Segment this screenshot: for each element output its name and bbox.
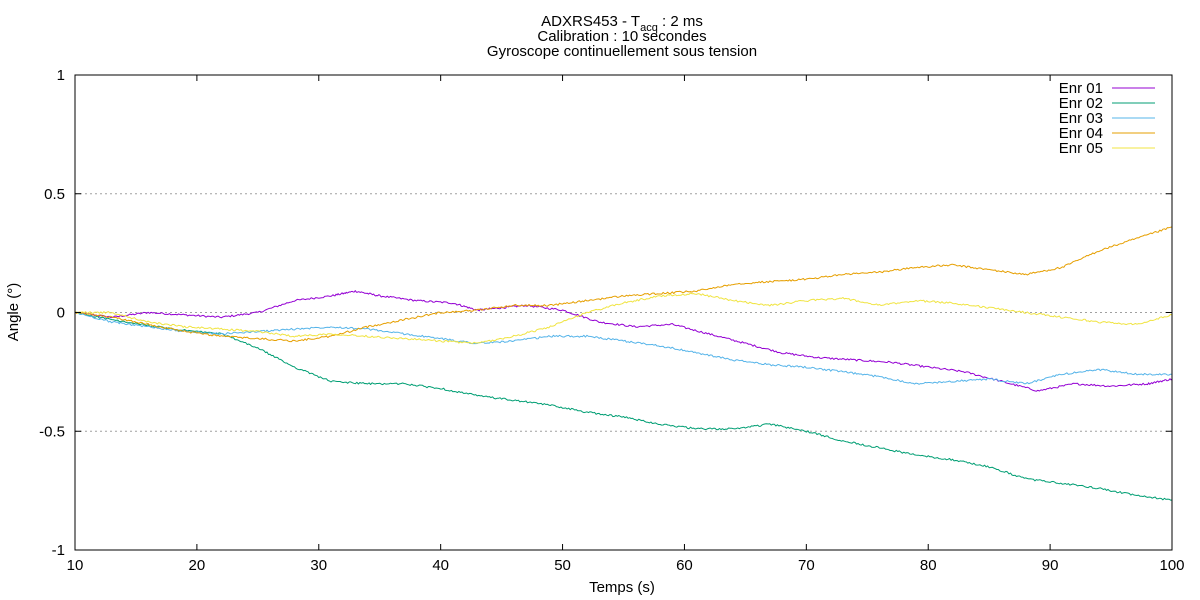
plot-frame	[74, 74, 1173, 551]
legend-label-4: Enr 04	[1059, 125, 1103, 142]
chart-title-line2: Calibration : 10 secondes	[537, 28, 706, 45]
legend-label-1: Enr 01	[1059, 80, 1103, 97]
title-suffix: : 2 ms	[658, 13, 703, 30]
x-tick-label: 40	[432, 557, 449, 574]
x-tick-label: 90	[1042, 557, 1059, 574]
chart-title-line1: ADXRS453 - Tacq : 2 ms	[541, 13, 703, 34]
x-axis: 10 20 30 40 50 60 70 80 90 100	[67, 75, 1185, 574]
title-subscript: acq	[640, 22, 658, 34]
x-tick-label: 30	[310, 557, 327, 574]
x-tick-label: 100	[1159, 557, 1184, 574]
x-tick-label: 20	[189, 557, 206, 574]
legend-label-2: Enr 02	[1059, 95, 1103, 112]
legend-label-5: Enr 05	[1059, 140, 1103, 157]
y-tick-label: -0.5	[39, 423, 65, 440]
y-tick-label: 0	[57, 305, 65, 322]
y-tick-label: -1	[52, 542, 65, 559]
y-tick-label: 0.5	[44, 186, 65, 203]
title-prefix: ADXRS453 - T	[541, 13, 640, 30]
grid	[75, 193, 1172, 432]
x-tick-label: 10	[67, 557, 84, 574]
x-axis-label: Temps (s)	[589, 579, 655, 596]
series-line-2	[75, 311, 1172, 501]
series-line-5	[74, 292, 1173, 344]
legend-label-3: Enr 03	[1059, 110, 1103, 127]
series-line-3	[74, 311, 1173, 385]
x-tick-label: 70	[798, 557, 815, 574]
y-axis-label: Angle (°)	[5, 283, 22, 342]
y-tick-label: 1	[57, 67, 65, 84]
x-tick-label: 60	[676, 557, 693, 574]
x-tick-label: 80	[920, 557, 937, 574]
x-tick-label: 50	[554, 557, 571, 574]
chart-subtitle: Gyroscope continuellement sous tension	[487, 43, 757, 60]
series-line-4	[74, 226, 1173, 343]
chart-title: ADXRS453 - Tacq : 2 ms Calibration : 10 …	[487, 13, 757, 60]
y-axis: -1 -0.5 0 0.5 1	[39, 67, 1172, 559]
series-layer	[74, 226, 1173, 501]
